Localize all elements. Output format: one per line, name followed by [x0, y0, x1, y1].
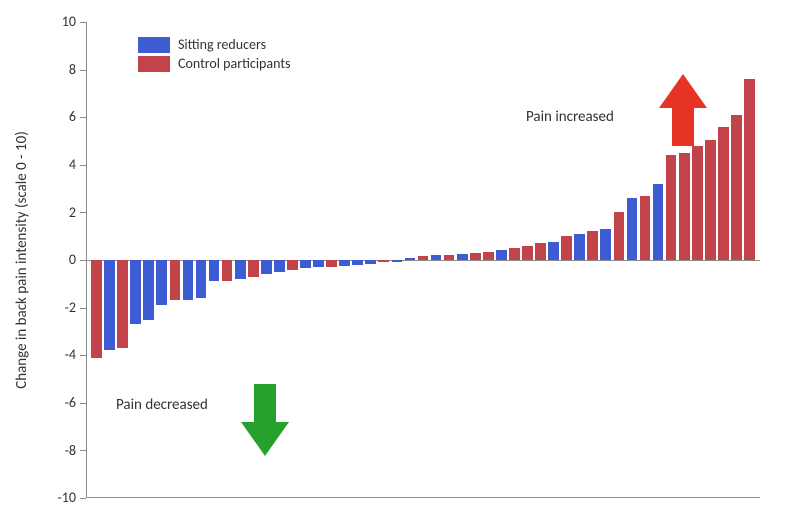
y-tick-label: 0	[69, 251, 76, 268]
bar	[561, 236, 572, 260]
bar	[339, 260, 350, 266]
bar	[130, 260, 141, 324]
y-axis-title: Change in back pain intensity (scale 0 -…	[13, 131, 31, 389]
legend-label: Control participants	[178, 55, 291, 72]
y-tick-label: 4	[69, 156, 76, 173]
bar	[535, 243, 546, 260]
y-tick-mark	[80, 212, 86, 213]
y-tick-label: -4	[65, 346, 76, 363]
bar	[666, 155, 677, 260]
legend-swatch	[138, 37, 170, 53]
bar	[196, 260, 207, 298]
bar	[261, 260, 272, 274]
bar	[640, 196, 651, 260]
bar	[156, 260, 167, 305]
annotation-pain-decreased: Pain decreased	[116, 396, 208, 414]
bar	[104, 260, 115, 350]
y-tick-label: 6	[69, 108, 76, 125]
bar	[574, 234, 585, 260]
bar	[143, 260, 154, 320]
bar	[183, 260, 194, 300]
y-tick-mark	[80, 308, 86, 309]
bar	[313, 260, 324, 267]
y-tick-label: -10	[58, 489, 76, 506]
y-tick-label: 2	[69, 204, 76, 221]
legend-swatch	[138, 56, 170, 72]
bar	[744, 79, 755, 260]
y-tick-mark	[80, 70, 86, 71]
bar	[300, 260, 311, 268]
y-tick-mark	[80, 498, 86, 499]
annotation-pain-increased: Pain increased	[526, 108, 614, 126]
y-tick-mark	[80, 22, 86, 23]
bar	[522, 246, 533, 260]
bar	[352, 260, 363, 265]
bar	[457, 254, 468, 260]
y-tick-mark	[80, 355, 86, 356]
bar	[431, 255, 442, 260]
y-tick-mark	[80, 117, 86, 118]
bar	[679, 153, 690, 260]
bar	[705, 140, 716, 260]
legend: Sitting reducers Control participants	[138, 36, 291, 74]
bar	[600, 229, 611, 260]
legend-label: Sitting reducers	[178, 36, 266, 53]
bar	[91, 260, 102, 358]
bar	[731, 115, 742, 260]
bar	[222, 260, 233, 281]
y-tick-label: 8	[69, 61, 76, 78]
legend-item: Control participants	[138, 55, 291, 72]
bar	[326, 260, 337, 267]
bar	[444, 255, 455, 260]
y-tick-label: -2	[65, 299, 76, 316]
bar	[587, 231, 598, 260]
bar	[378, 260, 389, 262]
bar	[483, 252, 494, 260]
bar	[405, 258, 416, 260]
y-tick-label: -6	[65, 394, 76, 411]
bar	[248, 260, 259, 277]
bar	[418, 256, 429, 260]
bar	[653, 184, 664, 260]
bar	[274, 260, 285, 272]
bar	[392, 260, 403, 262]
bar	[209, 260, 220, 281]
bar	[287, 260, 298, 270]
bar	[496, 250, 507, 260]
bar	[692, 146, 703, 260]
y-tick-mark	[80, 165, 86, 166]
bar	[170, 260, 181, 300]
chart-container: Change in back pain intensity (scale 0 -…	[0, 0, 800, 530]
bar	[509, 248, 520, 260]
y-tick-label: 10	[62, 13, 76, 30]
legend-item: Sitting reducers	[138, 36, 291, 53]
y-tick-mark	[80, 450, 86, 451]
bar	[718, 127, 729, 260]
bar	[470, 253, 481, 260]
bar	[548, 242, 559, 260]
bar	[235, 260, 246, 279]
bar	[627, 198, 638, 260]
bar	[365, 260, 376, 264]
y-tick-label: -8	[65, 442, 76, 459]
bar	[117, 260, 128, 348]
y-tick-mark	[80, 403, 86, 404]
bar	[614, 212, 625, 260]
